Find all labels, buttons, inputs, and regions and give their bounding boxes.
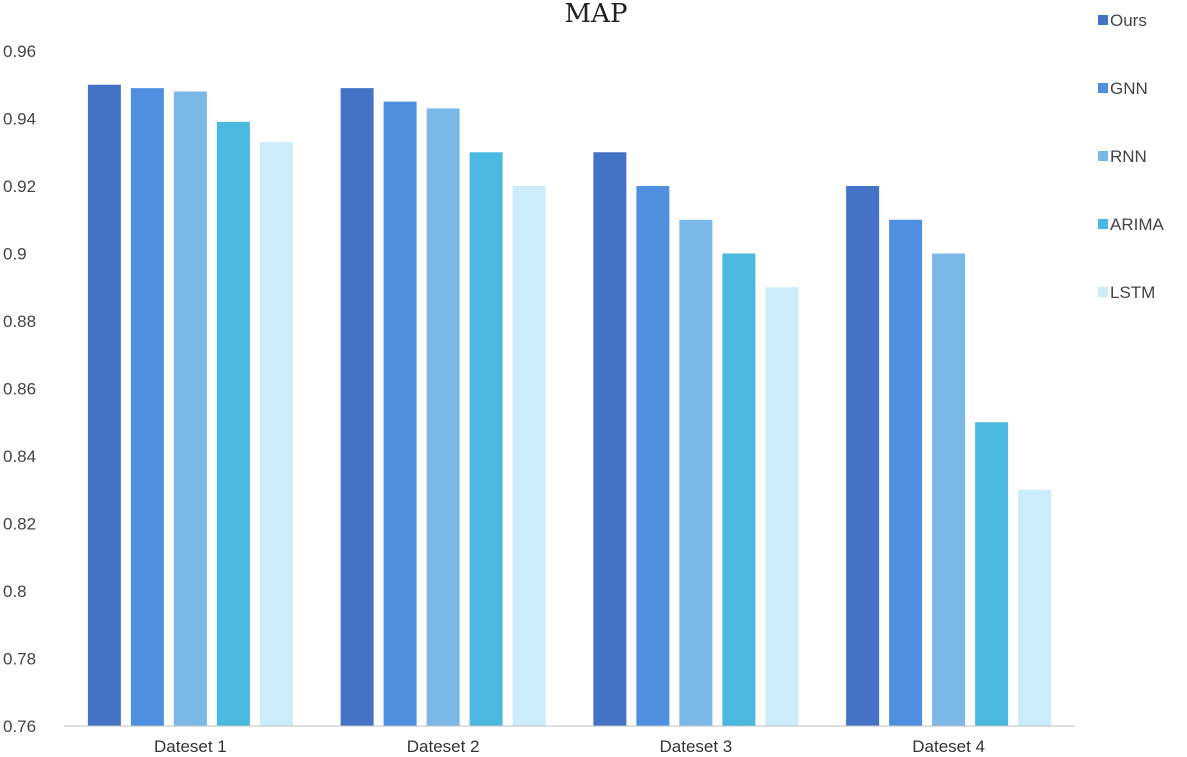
bar — [636, 186, 670, 726]
bar — [765, 287, 799, 726]
bar — [469, 152, 503, 726]
legend-label: ARIMA — [1110, 215, 1165, 234]
legend-label: RNN — [1110, 147, 1147, 166]
legend-swatch — [1098, 219, 1108, 229]
y-tick-label: 0.92 — [3, 177, 36, 196]
bar — [130, 88, 164, 726]
legend-swatch — [1098, 83, 1108, 93]
bar — [975, 422, 1009, 726]
x-axis-labels: Dateset 1 Dateset 2 Dateset 3 Dateset 4 — [154, 737, 985, 756]
x-category-label: Dateset 2 — [407, 737, 480, 756]
y-tick-label: 0.88 — [3, 312, 36, 331]
legend: Ours GNN RNN ARIMA LSTM — [1098, 11, 1165, 302]
bar — [426, 108, 460, 726]
x-category-label: Dateset 4 — [912, 737, 985, 756]
bars — [87, 84, 1052, 726]
y-tick-label: 0.8 — [3, 582, 27, 601]
legend-swatch — [1098, 151, 1108, 161]
x-category-label: Dateset 1 — [154, 737, 227, 756]
bar — [889, 219, 923, 726]
legend-label: GNN — [1110, 79, 1148, 98]
y-tick-label: 0.86 — [3, 380, 36, 399]
legend-label: Ours — [1110, 11, 1147, 30]
legend-swatch — [1098, 287, 1108, 297]
y-tick-label: 0.82 — [3, 515, 36, 534]
legend-swatch — [1098, 15, 1108, 25]
bar — [932, 253, 966, 726]
y-tick-label: 0.76 — [3, 717, 36, 736]
y-tick-label: 0.9 — [3, 245, 27, 264]
bar — [259, 142, 293, 726]
y-tick-label: 0.78 — [3, 650, 36, 669]
bar — [340, 88, 374, 726]
chart-title: MAP — [565, 0, 628, 29]
legend-label: LSTM — [1110, 283, 1155, 302]
bar — [846, 186, 880, 726]
bar — [679, 219, 713, 726]
bar — [1018, 489, 1052, 726]
bar — [173, 91, 207, 726]
y-tick-label: 0.94 — [3, 110, 36, 129]
bar — [512, 186, 546, 726]
bar — [383, 101, 417, 726]
y-tick-label: 0.96 — [3, 42, 36, 61]
x-category-label: Dateset 3 — [659, 737, 732, 756]
bar — [593, 152, 627, 726]
y-tick-label: 0.84 — [3, 447, 36, 466]
y-axis-ticks: 0.76 0.78 0.8 0.82 0.84 0.86 0.88 0.9 0.92 0.94 0.… — [3, 42, 36, 736]
bar — [722, 253, 756, 726]
bar — [216, 121, 250, 726]
bar — [87, 84, 121, 726]
